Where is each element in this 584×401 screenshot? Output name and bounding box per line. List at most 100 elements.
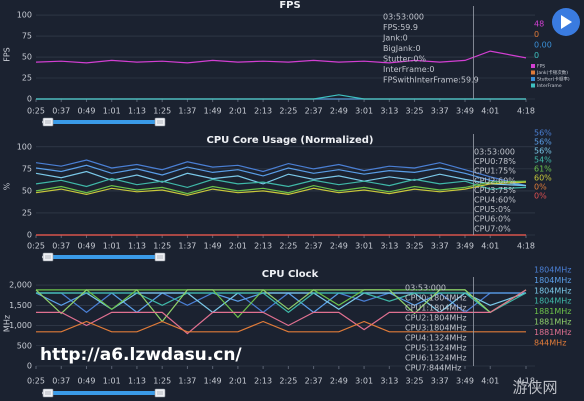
x-tick-label: 3:25 [406,242,424,251]
x-tick-label: 3:01 [355,242,373,251]
play-icon[interactable] [561,15,572,29]
x-tick-label: 4:01 [481,242,499,251]
x-tick-label: 0:37 [52,377,70,386]
x-tick-label: 1:01 [103,107,121,116]
current-value: 0% [534,192,547,201]
tooltip-line: CPU1:1804MHz [405,304,467,313]
x-tick-label: 4:18 [517,242,535,251]
x-tick-label: 1:25 [153,242,171,251]
slider-grip[interactable] [45,391,51,395]
x-tick-label: 1:13 [128,107,146,116]
current-value: 56% [534,138,552,147]
x-tick-label: 2:37 [305,377,323,386]
tooltip-line: 03:53:000 [405,284,446,293]
tooltip-line: Stutter:0% [383,55,426,64]
x-tick-label: 2:25 [279,242,297,251]
x-tick-label: 1:01 [103,242,121,251]
x-tick-label: 0:49 [77,377,95,386]
slider-grip[interactable] [157,255,163,259]
legend-swatch [531,70,535,75]
y-axis-label: % [3,182,12,190]
y-tick-label: 0 [27,231,32,240]
legend-label: InterFrame [537,83,562,89]
x-tick-label: 3:49 [456,107,474,116]
slider-grip[interactable] [45,255,51,259]
slider-range[interactable] [48,391,160,395]
x-tick-label: 3:13 [380,242,398,251]
tooltip-line: FPS:59.9 [383,23,418,32]
tooltip-line: CPU2:1804MHz [405,314,467,323]
slider-range[interactable] [48,120,160,124]
x-tick-label: 3:25 [406,377,424,386]
y-axis-label: FPS [3,47,12,62]
tooltip-line: FPSwithInterFrame:59.9 [383,76,479,85]
tooltip-line: CPU0:1804MHz [405,294,467,303]
tooltip-line: InterFrame:0 [383,65,435,74]
current-value: 1881MHz [534,318,571,327]
x-tick-label: 3:37 [431,107,449,116]
chart: CPU Core Usage (Normalized)% 0 25 50 75 100 0:… [3,129,552,262]
x-tick-label: 3:49 [456,242,474,251]
x-tick-label: 1:25 [153,377,171,386]
x-tick-label: 1:37 [178,377,196,386]
tooltip-line: CPU5:1324MHz [405,344,467,353]
x-tick-label: 2:49 [330,242,348,251]
x-tick-label: 2:49 [330,377,348,386]
current-value: 1804MHz [534,286,571,295]
x-tick-label: 2:01 [229,107,247,116]
x-tick-label: 1:13 [128,377,146,386]
current-value: 844MHz [534,338,566,347]
x-tick-label: 0:37 [52,242,70,251]
y-tick-label: 50 [22,186,32,195]
x-tick-label: 3:01 [355,107,373,116]
x-tick-label: 0:37 [52,107,70,116]
x-tick-label: 2:13 [254,242,272,251]
series-line [35,289,527,323]
series-line [35,177,527,190]
tooltip-line: CPU5:0% [474,205,511,214]
slider-grip[interactable] [45,120,51,124]
x-tick-label: 1:13 [128,242,146,251]
slider-grip[interactable] [157,120,163,124]
tooltip-line: CPU1:75% [474,167,516,176]
logo: 游侠网 [512,379,557,397]
tooltip-line: CPU7:844MHz [405,364,461,373]
y-tick-label: 25 [22,74,32,83]
range-slider[interactable] [42,388,166,398]
chart-title: FPS [279,0,300,11]
x-tick-label: 2:13 [254,107,272,116]
y-tick-label: 75 [22,32,32,41]
y-tick-label: 500 [17,341,32,350]
tooltip-line: CPU4:1324MHz [405,334,467,343]
y-tick-label: 100 [17,142,32,151]
y-tick-label: 75 [22,164,32,173]
tooltip-line: CPU4:60% [474,196,516,205]
y-tick-label: 100 [17,11,32,20]
x-tick-label: 1:01 [103,377,121,386]
tooltip-line: Jank:0 [382,34,408,43]
series-line [35,159,527,187]
current-value: 56% [534,147,552,156]
series-line [36,94,526,100]
slider-grip[interactable] [157,391,163,395]
x-tick-label: 2:37 [305,242,323,251]
play-button[interactable] [552,8,580,36]
x-tick-label: 0:25 [27,107,45,116]
y-tick-label: 25 [22,208,32,217]
y-axis-label: MHz [3,315,12,332]
legend-swatch [531,64,535,68]
series-line [36,289,527,335]
x-tick-label: 0:49 [77,242,95,251]
current-value: 1804MHz [534,266,571,275]
slider-range[interactable] [48,255,160,259]
x-tick-label: 2:25 [279,377,297,386]
x-tick-label: 1:49 [204,107,222,116]
series-line [35,50,527,64]
x-tick-label: 0:25 [27,377,45,386]
chart-title: CPU Clock [262,269,319,280]
x-tick-label: 4:01 [481,377,499,386]
legend-label: Stutter(卡顿率) [537,76,570,83]
range-slider[interactable] [42,117,166,127]
range-slider[interactable] [42,252,166,262]
